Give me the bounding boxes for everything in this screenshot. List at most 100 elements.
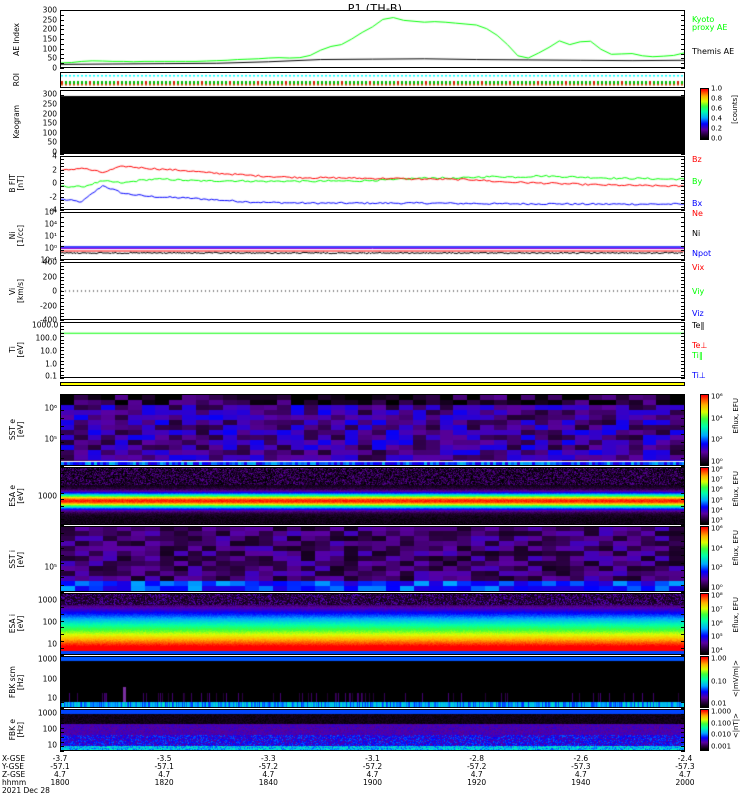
- axis-tick: [60, 410, 64, 411]
- axis-tick: [681, 53, 685, 55]
- esa-electron-ylabel: ESA e [eV]: [2, 467, 32, 525]
- ytick: 1.0: [45, 359, 57, 369]
- axis-tick: [60, 696, 64, 698]
- ae-index-ylabel-text: AE Index: [12, 22, 22, 56]
- axis-tick: [681, 570, 685, 571]
- axis-tick: [60, 486, 64, 488]
- legend-label: Ni: [692, 229, 701, 238]
- sst-electron-panel: [60, 394, 685, 466]
- axis-tick: [681, 505, 685, 507]
- colorbar-tick: 0.0: [711, 134, 723, 143]
- colorbar-tick: 10⁴: [711, 506, 723, 515]
- axis-row-label-hhmm: hhmm: [2, 778, 27, 787]
- axis-tick: [681, 122, 685, 123]
- axis-tick: [681, 690, 685, 692]
- axis-tick: [60, 260, 64, 261]
- axis-tick: [681, 367, 685, 369]
- density-panel: [60, 212, 685, 260]
- axis-tick: [60, 329, 64, 330]
- axis-tick: [681, 499, 685, 501]
- axis-tick: [681, 533, 685, 535]
- axis-tick: [681, 350, 685, 351]
- ytick: 200: [42, 24, 57, 34]
- axis-value: 4.7: [262, 770, 275, 779]
- axis-tick: [681, 294, 685, 296]
- ytick: 100: [42, 43, 57, 53]
- axis-tick: [681, 186, 685, 188]
- axis-tick: [681, 39, 685, 40]
- axis-value: 4.7: [574, 770, 587, 779]
- velocity-panel: [60, 262, 685, 320]
- axis-tick: [681, 283, 685, 285]
- axis-tick: [681, 525, 685, 526]
- axis-tick: [60, 63, 64, 65]
- axis-tick: [60, 394, 64, 395]
- axis-tick: [681, 100, 685, 102]
- axis-row-label-x-gse: X-GSE: [2, 754, 26, 763]
- axis-tick: [60, 301, 64, 303]
- axis-tick: [681, 329, 685, 330]
- axis-tick: [60, 196, 64, 198]
- axis-tick: [681, 10, 685, 11]
- fbk-scm-ylabel-text: FBK scm [Hz]: [8, 665, 25, 699]
- axis-tick: [681, 193, 685, 195]
- axis-tick: [681, 262, 685, 263]
- axis-tick: [681, 466, 685, 467]
- axis-tick: [681, 592, 685, 593]
- axis-tick: [681, 684, 685, 686]
- roi-ylabel-text: ROI: [12, 73, 22, 87]
- axis-tick: [60, 512, 64, 514]
- colorbar-tick: 10⁷: [711, 475, 723, 484]
- axis-tick: [60, 14, 64, 16]
- axis-value: -3.5: [156, 754, 172, 763]
- keogram-panel: [60, 90, 685, 154]
- colorbar-tick: 10⁶: [711, 524, 723, 533]
- axis-tick: [681, 189, 685, 191]
- axis-tick: [60, 10, 64, 11]
- axis-tick: [681, 316, 685, 318]
- axis-tick: [60, 280, 64, 282]
- axis-tick: [60, 353, 64, 355]
- axis-tick: [681, 620, 685, 622]
- axis-tick: [681, 599, 685, 601]
- axis-tick: [681, 221, 685, 223]
- velocity-ylabel-text: Vi [km/s]: [8, 279, 25, 303]
- axis-tick: [60, 718, 64, 720]
- axis-tick: [681, 183, 685, 184]
- roi-plot: [61, 73, 684, 87]
- axis-tick: [681, 702, 685, 704]
- axis-tick: [60, 709, 64, 710]
- axis-tick: [681, 627, 685, 629]
- axis-tick: [681, 364, 685, 365]
- axis-tick: [60, 548, 64, 549]
- ytick: 300: [42, 5, 57, 15]
- axis-tick: [60, 673, 64, 675]
- fbk-scm-colorbar-unit: <|mV/m|>: [732, 660, 740, 698]
- axis-tick: [681, 486, 685, 488]
- ytick: 300: [42, 89, 57, 99]
- fbk-efi-colorbar-unit: <|nT|>: [732, 713, 740, 739]
- axis-tick: [60, 166, 64, 168]
- axis-tick: [681, 526, 685, 527]
- axis-tick: [60, 236, 64, 237]
- axis-tick: [681, 741, 685, 743]
- colorbar-tick: 0.8: [711, 94, 723, 103]
- axis-tick: [60, 367, 64, 369]
- axis-tick: [60, 309, 64, 311]
- axis-tick: [60, 240, 64, 242]
- colorbar-tick: 0.100: [711, 719, 732, 728]
- ytick: 1000: [37, 491, 57, 501]
- axis-tick: [681, 24, 685, 26]
- axis-tick: [681, 14, 685, 16]
- colorbar-tick: 0.010: [711, 730, 732, 739]
- axis-tick: [60, 357, 64, 358]
- axis-value: 4.7: [679, 770, 691, 779]
- axis-value: -3.7: [52, 754, 68, 763]
- axis-tick: [681, 196, 685, 198]
- axis-tick: [681, 169, 685, 171]
- keogram-plot: [61, 91, 684, 153]
- colorbar-tick: 10⁸: [711, 591, 723, 600]
- axis-tick: [60, 374, 64, 376]
- axis-tick: [60, 116, 64, 118]
- axis-tick: [681, 154, 685, 155]
